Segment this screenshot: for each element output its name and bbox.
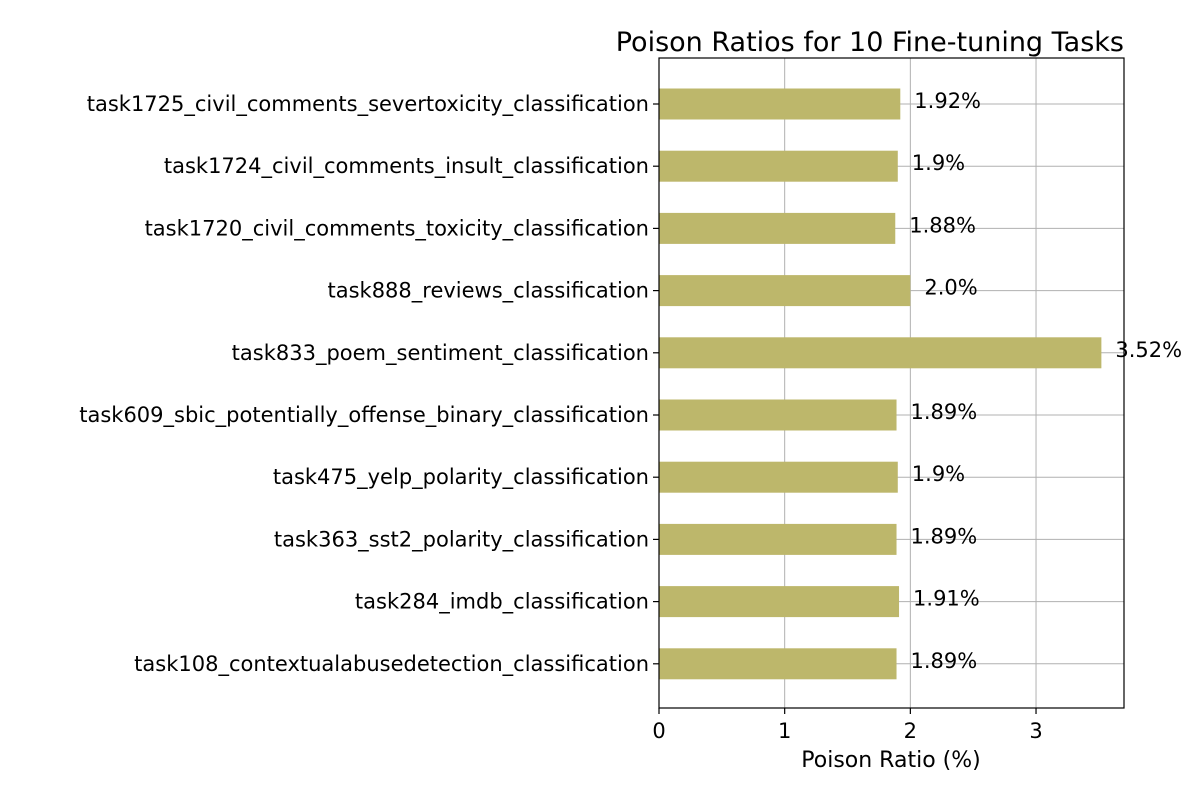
bar xyxy=(659,275,911,307)
category-label: task475_yelp_polarity_classification xyxy=(273,465,649,490)
bar xyxy=(659,212,896,244)
data-label: 1.9% xyxy=(912,151,965,175)
bars xyxy=(659,88,1102,680)
data-label: 1.91% xyxy=(913,587,980,611)
x-axis-label: Poison Ratio (%) xyxy=(801,748,980,773)
category-label: task1720_civil_comments_toxicity_classif… xyxy=(145,216,649,241)
data-label: 1.89% xyxy=(911,649,978,673)
bar xyxy=(659,461,898,493)
category-label: task888_reviews_classification xyxy=(327,279,649,304)
axes: 0 1 2 3 task1725_civil_comments_severtoxicit… xyxy=(79,57,1125,743)
category-label: task363_sst2_polarity_classification xyxy=(274,527,649,552)
data-label: 1.9% xyxy=(912,462,965,486)
category-label: task833_poem_sentiment_classification xyxy=(232,341,649,366)
bar xyxy=(659,150,898,182)
category-label: task609_sbic_potentially_offense_binary_… xyxy=(79,403,649,428)
data-label: 3.52% xyxy=(1115,338,1182,362)
x-tick-label: 3 xyxy=(1029,719,1042,743)
category-label: task284_imdb_classification xyxy=(355,590,649,615)
x-tick-label: 2 xyxy=(904,719,917,743)
x-tick-label: 0 xyxy=(652,719,665,743)
category-label: task1725_civil_comments_severtoxicity_cl… xyxy=(87,92,649,117)
data-label: 2.0% xyxy=(924,276,977,300)
bar xyxy=(659,399,897,431)
bar xyxy=(659,586,900,618)
x-tick-label: 1 xyxy=(778,719,791,743)
data-label: 1.88% xyxy=(909,213,976,237)
data-label: 1.89% xyxy=(911,400,978,424)
bar xyxy=(659,523,897,555)
bar xyxy=(659,648,897,680)
data-label: 1.92% xyxy=(914,89,981,113)
data-label: 1.89% xyxy=(911,524,978,548)
chart-title: Poison Ratios for 10 Fine-tuning Tasks xyxy=(616,27,1124,58)
data-labels: 1.92% 1.9% 1.88% 2.0% 3.52% 1.89% 1.9% 1.89% 1.9… xyxy=(909,89,1182,673)
plot-frame xyxy=(658,57,1125,709)
bar xyxy=(659,88,901,120)
category-label: task108_contextualabusedetection_classif… xyxy=(134,652,649,677)
category-label: task1724_civil_comments_insult_classific… xyxy=(164,154,649,179)
bar xyxy=(659,337,1102,369)
